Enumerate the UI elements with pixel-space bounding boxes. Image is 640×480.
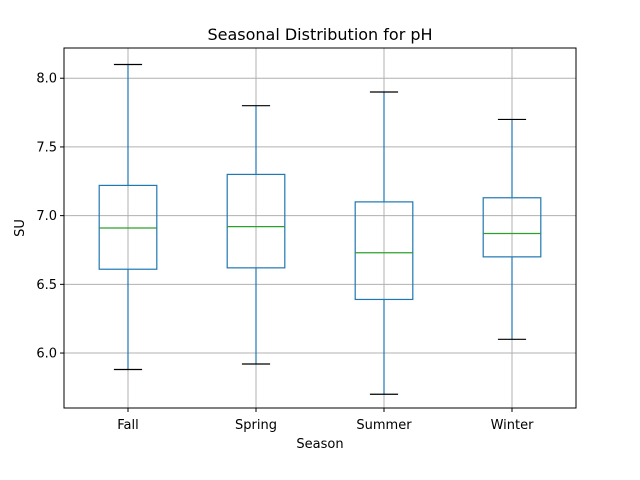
x-tick-label: Winter (491, 418, 535, 433)
y-axis-ticks: 6.0 6.5 7.0 7.5 8.0 (36, 72, 64, 362)
y-tick-label: 8.0 (36, 72, 57, 87)
iqr-box (226, 173, 286, 269)
x-tick-label: Fall (117, 418, 138, 433)
x-tick-label: Spring (235, 418, 277, 433)
x-tick-label: Summer (356, 418, 412, 433)
box-summer (354, 91, 414, 395)
y-tick-label: 6.0 (36, 347, 57, 362)
x-axis-label: Season (296, 437, 343, 452)
iqr-box (98, 184, 158, 270)
y-axis-label: SU (13, 219, 28, 237)
x-axis-ticks: Fall Spring Summer Winter (117, 408, 534, 433)
chart-title: Seasonal Distribution for pH (207, 25, 432, 44)
y-tick-label: 7.0 (36, 209, 57, 224)
box-spring (226, 105, 286, 365)
y-tick-label: 6.5 (36, 278, 57, 293)
box-winter (482, 118, 542, 340)
iqr-box (354, 201, 414, 301)
box-series (98, 63, 542, 395)
box-fall (98, 63, 158, 371)
plot-frame (63, 47, 577, 409)
y-tick-label: 7.5 (36, 140, 57, 155)
iqr-box (482, 197, 542, 258)
